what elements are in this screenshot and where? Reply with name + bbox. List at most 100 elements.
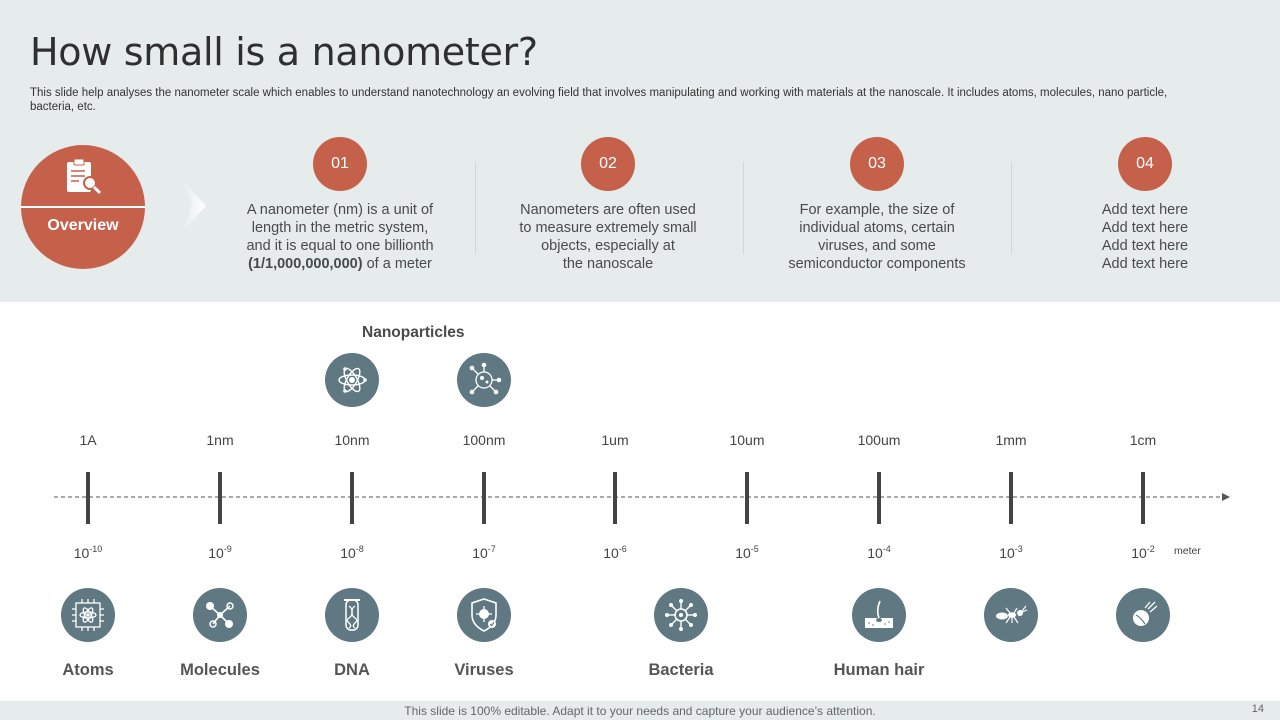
step-02: 02 Nanometers are often used to measure … — [483, 137, 733, 273]
axis-arrowhead — [1222, 493, 1230, 501]
scale-top-label: 100um — [857, 432, 901, 448]
footer-bar: This slide is 100% editable. Adapt it to… — [0, 701, 1280, 720]
axis-tick — [877, 472, 881, 524]
page-subtitle: This slide help analyses the nanometer s… — [30, 87, 1168, 113]
scale-base: 10 — [735, 545, 751, 561]
overview-circle: Overview — [21, 145, 145, 269]
scale-exponent: -9 — [223, 544, 232, 554]
overview-divider — [21, 206, 145, 208]
step-line: For example, the size of — [799, 202, 955, 218]
step-line: to measure extremely small — [519, 220, 697, 236]
step-01: 01 A nanometer (nm) is a unit of length … — [215, 137, 465, 273]
scale-bottom-label: 10-6 — [575, 544, 655, 561]
column-divider — [1011, 162, 1012, 254]
step-number: 04 — [1118, 137, 1172, 191]
nanoparticles-label: Nanoparticles — [362, 324, 465, 341]
scale-exponent: -6 — [618, 544, 627, 554]
grain-of-sand-icon — [1116, 588, 1170, 642]
step-line-tail: of a meter — [362, 256, 432, 272]
step-number: 02 — [581, 137, 635, 191]
scale-exponent: -4 — [882, 544, 891, 554]
bacteria-icon — [654, 588, 708, 642]
step-number: 03 — [850, 137, 904, 191]
step-line: Add text here — [1101, 256, 1189, 272]
scale-base: 10 — [340, 545, 356, 561]
step-text: A nanometer (nm) is a unit of length in … — [215, 201, 465, 273]
step-line: Add text here — [1101, 202, 1189, 218]
scale-bottom-label: 10-4 — [839, 544, 919, 561]
scale-top-label: 1um — [601, 432, 629, 448]
scale-base: 10 — [867, 545, 883, 561]
ant-icon — [984, 588, 1038, 642]
hair-follicle-icon — [852, 588, 906, 642]
scale-top-label: 1mm — [995, 432, 1027, 448]
scale-exponent: -2 — [1146, 544, 1155, 554]
overview-label: Overview — [47, 217, 119, 234]
step-line: the nanoscale — [562, 256, 654, 272]
footer-text: This slide is 100% editable. Adapt it to… — [404, 704, 876, 718]
step-line: Nanometers are often used — [520, 202, 696, 218]
step-line: objects, especially at — [541, 238, 675, 254]
step-line: A nanometer (nm) is a unit of — [246, 202, 434, 218]
scale-bottom-label: 10-10 — [48, 544, 128, 561]
step-number: 01 — [313, 137, 367, 191]
axis-tick — [350, 472, 354, 524]
scale-top-label: 1cm — [1129, 432, 1157, 448]
step-line: and it is equal to one billionth — [246, 238, 434, 254]
axis-tick — [218, 472, 222, 524]
step-text: For example, the size of individual atom… — [752, 201, 1002, 273]
object-label-atoms: Atoms — [62, 661, 114, 679]
scale-base: 10 — [208, 545, 224, 561]
column-divider — [475, 162, 476, 254]
step-bold-fraction: (1/1,000,000,000) — [248, 256, 363, 272]
step-line: viruses, and some — [818, 238, 936, 254]
scale-bottom-label: 10-8 — [312, 544, 392, 561]
scale-bottom-label: 10-2 — [1103, 544, 1183, 561]
object-label-molecules: Molecules — [180, 661, 260, 679]
atom-grid-icon — [61, 588, 115, 642]
scale-base: 10 — [472, 545, 488, 561]
scale-top-label: 10nm — [334, 432, 370, 448]
scale-exponent: -7 — [487, 544, 496, 554]
axis-tick — [482, 472, 486, 524]
step-line: Add text here — [1101, 238, 1189, 254]
scale-bottom-label: 10-5 — [707, 544, 787, 561]
step-line: Add text here — [1101, 220, 1189, 236]
step-line: (1/1,000,000,000) of a meter — [215, 255, 465, 273]
scale-bottom-label: 10-9 — [180, 544, 260, 561]
scale-unit: meter — [1174, 545, 1201, 557]
step-line: length in the metric system, — [251, 220, 429, 236]
object-label-human-hair: Human hair — [833, 661, 925, 679]
scale-top-label: 10um — [729, 432, 765, 448]
axis-tick — [613, 472, 617, 524]
nanoparticle-icon — [457, 353, 511, 407]
object-label-dna: DNA — [334, 661, 370, 679]
scale-base: 10 — [603, 545, 619, 561]
axis-tick — [1009, 472, 1013, 524]
step-line: semiconductor components — [788, 256, 966, 272]
scale-base: 10 — [999, 545, 1015, 561]
molecule-icon — [193, 588, 247, 642]
scale-exponent: -3 — [1014, 544, 1023, 554]
clipboard-search-icon — [67, 158, 102, 195]
object-label-viruses: Viruses — [454, 661, 514, 679]
step-03: 03 For example, the size of individual a… — [752, 137, 1002, 273]
scale-exponent: -5 — [750, 544, 759, 554]
axis-tick — [745, 472, 749, 524]
page-title: How small is a nanometer? — [30, 30, 538, 74]
step-04: 04 Add text here Add text here Add text … — [1020, 137, 1270, 273]
step-text: Add text here Add text here Add text her… — [1020, 201, 1270, 273]
scale-bottom-label: 10-3 — [971, 544, 1051, 561]
atom-icon — [325, 353, 379, 407]
scale-bottom-label: 10-7 — [444, 544, 524, 561]
scale-top-label: 1nm — [206, 432, 234, 448]
step-text: Nanometers are often used to measure ext… — [483, 201, 733, 273]
scale-axis — [54, 472, 1230, 524]
object-label-bacteria: Bacteria — [648, 661, 714, 679]
scale-base: 10 — [73, 545, 90, 561]
virus-shield-icon — [457, 588, 511, 642]
scale-base: 10 — [1131, 545, 1147, 561]
scale-exponent: -10 — [89, 544, 103, 554]
axis-tick — [1141, 472, 1145, 524]
step-line: individual atoms, certain — [799, 220, 955, 236]
